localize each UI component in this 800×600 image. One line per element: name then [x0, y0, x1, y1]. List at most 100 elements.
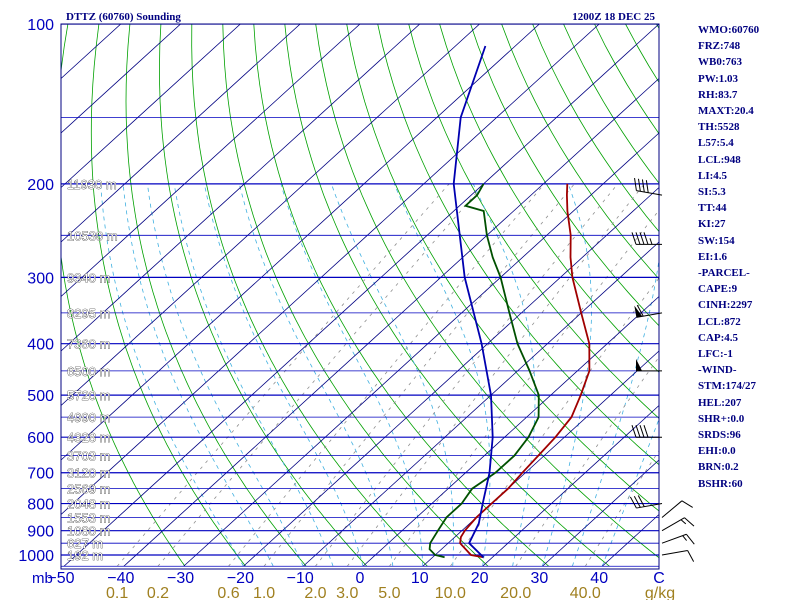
dry-adiabat — [253, 24, 550, 567]
dry-adiabat — [159, 24, 368, 567]
index-item: LI:4.5 — [698, 169, 728, 182]
isotherm — [61, 24, 540, 461]
mixing-ratio-tick: 0.6 — [217, 585, 239, 600]
wind-barb-staff — [661, 533, 687, 544]
isotherm — [61, 24, 361, 298]
wind-barb-feather — [645, 180, 649, 193]
wind-barb — [629, 495, 663, 509]
wind-barbs — [629, 177, 695, 562]
height-label: 2048 m — [67, 497, 110, 512]
temperature-tick: −40 — [107, 570, 134, 587]
mixing-ratio-axis: 0.1 0.2 0.6 1.0 2.0 3.0 5.0 10.0 20.0 40.0 g/kg — [106, 585, 675, 600]
isotherm — [183, 132, 659, 567]
wind-barb-feather — [686, 533, 695, 545]
sounding-curves — [428, 45, 591, 559]
mixing-ratio-line — [389, 209, 659, 567]
index-item: BRN:0.2 — [698, 461, 739, 474]
isotherm — [63, 24, 659, 567]
wind-barb — [661, 549, 695, 562]
index-item: L57:5.4 — [698, 137, 734, 150]
index-item: EHI:0.0 — [698, 445, 736, 458]
wind-barb-flag — [634, 305, 643, 318]
wind-barb — [634, 177, 663, 196]
isotherm — [482, 404, 659, 567]
dry-adiabat — [563, 24, 659, 184]
index-item: EI:1.6 — [698, 250, 728, 263]
index-item: SI:5.3 — [698, 186, 726, 198]
mixing-ratio-line — [315, 183, 619, 567]
mixing-ratio-tick: 10.0 — [435, 585, 466, 600]
wind-barb — [636, 358, 662, 372]
wind-barb-feather — [636, 304, 644, 317]
index-item: TH:5528 — [698, 121, 740, 134]
height-label: 4990 m — [67, 410, 110, 425]
wind-barb-half — [682, 535, 687, 541]
wind-barb-feather — [633, 495, 641, 508]
index-item: PW:1.03 — [698, 72, 739, 85]
mixing-ratio-tick: 40.0 — [570, 585, 601, 600]
moist-adiabat — [542, 183, 592, 567]
dry-adiabat — [470, 24, 659, 327]
moist-adiabat — [204, 183, 364, 567]
mixing-ratio-tick: 0.1 — [106, 585, 128, 600]
dry-adiabat — [408, 24, 659, 419]
mixing-ratio-line — [450, 277, 659, 567]
index-item: WB0:763 — [698, 56, 742, 69]
pressure-axis: 100 200 300 400 500 600 700 800 900 1000 — [18, 17, 54, 565]
dry-adiabat — [315, 24, 659, 559]
wind-barb — [661, 500, 693, 518]
moist-adiabat — [331, 183, 454, 567]
mixing-ratio-tick: 2.0 — [304, 585, 326, 600]
index-item: MAXT:20.4 — [698, 105, 754, 117]
pressure-tick: 200 — [27, 177, 54, 194]
wind-barb — [631, 232, 662, 245]
height-label: 4328 m — [67, 430, 110, 445]
wind-barb-feather — [639, 232, 645, 245]
isotherm — [61, 24, 301, 243]
mixing-ratio-line — [228, 183, 545, 567]
wind-barb-feather — [631, 425, 637, 438]
wind-barb-feather — [687, 550, 695, 562]
height-label: 5720 m — [67, 388, 110, 403]
wind-barb-feather — [635, 232, 641, 245]
temperature-tick: −10 — [287, 570, 314, 587]
index-item: CINH:2297 — [698, 299, 753, 312]
height-label: 8295 m — [67, 306, 110, 321]
moist-adiabat — [571, 256, 659, 567]
mixing-ratio-line — [116, 183, 450, 567]
dry-adiabat — [780, 24, 800, 566]
mixing-ratio-tick: 3.0 — [336, 585, 358, 600]
wind-barb-feather — [641, 179, 645, 193]
pressure-tick: 400 — [27, 337, 54, 354]
chart-time: 1200Z 18 DEC 25 — [572, 11, 655, 23]
temperature-tick: 40 — [590, 570, 608, 587]
temperature-tick: 10 — [411, 570, 429, 587]
pressure-tick: 700 — [27, 466, 54, 483]
wind-barb-staff — [636, 190, 663, 196]
pressure-unit-label: mb — [32, 570, 53, 587]
temperature-tick: 30 — [531, 570, 549, 587]
wind-barb-feather — [629, 496, 637, 509]
wind-barb-half — [649, 238, 653, 245]
moist-adiabat — [601, 418, 659, 567]
moist-adiabat — [147, 183, 304, 567]
wind-barb-staff — [636, 503, 663, 509]
series-temperature — [459, 183, 591, 559]
isotherm — [61, 24, 241, 189]
dry-adiabat — [125, 24, 307, 567]
moist-adiabat — [393, 183, 491, 567]
moist-adiabat — [122, 183, 274, 567]
moist-adiabat — [238, 183, 394, 567]
isotherm — [243, 186, 659, 567]
mixing-ratio-tick: 0.2 — [147, 585, 169, 600]
index-item: -WIND- — [698, 364, 737, 377]
mixing-ratio-line — [346, 183, 645, 567]
index-item: HEL:207 — [698, 396, 742, 409]
dry-adiabat — [61, 24, 186, 567]
height-label: 627 m — [67, 536, 103, 551]
wind-barb-feather — [634, 177, 637, 191]
wind-barb-staff — [661, 549, 688, 556]
pressure-tick: 100 — [27, 17, 54, 34]
index-item: -PARCEL- — [698, 267, 750, 279]
